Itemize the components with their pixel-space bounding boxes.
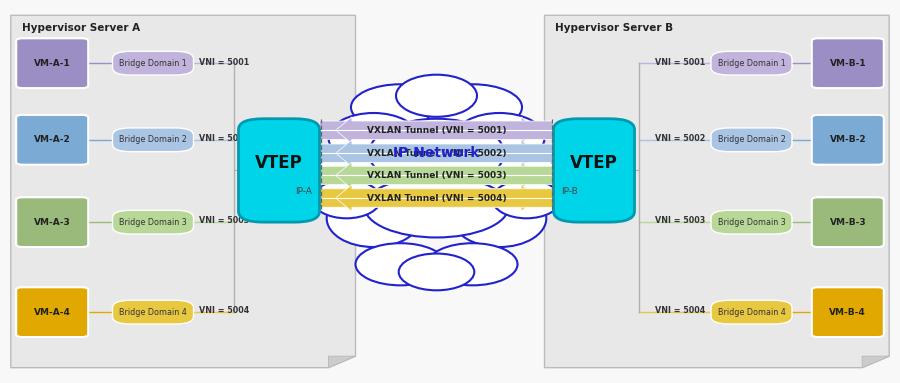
Polygon shape xyxy=(328,356,356,368)
Text: VM-B-3: VM-B-3 xyxy=(830,218,866,227)
Text: Bridge Domain 2: Bridge Domain 2 xyxy=(119,135,187,144)
FancyBboxPatch shape xyxy=(16,287,88,337)
FancyBboxPatch shape xyxy=(711,51,792,75)
FancyBboxPatch shape xyxy=(16,197,88,247)
Text: Bridge Domain 4: Bridge Domain 4 xyxy=(717,308,786,317)
Text: VNI = 5004: VNI = 5004 xyxy=(199,306,249,316)
Ellipse shape xyxy=(312,180,381,218)
Ellipse shape xyxy=(328,113,418,163)
Ellipse shape xyxy=(351,84,450,130)
Ellipse shape xyxy=(423,84,522,130)
Text: Hypervisor Server B: Hypervisor Server B xyxy=(555,23,673,33)
Text: VNI = 5001: VNI = 5001 xyxy=(655,57,706,67)
Ellipse shape xyxy=(474,153,561,199)
Text: Bridge Domain 1: Bridge Domain 1 xyxy=(119,59,187,68)
Ellipse shape xyxy=(356,243,446,285)
Text: Bridge Domain 3: Bridge Domain 3 xyxy=(717,218,786,227)
Text: VNI = 5002: VNI = 5002 xyxy=(655,134,706,143)
Text: IP-A: IP-A xyxy=(295,187,311,196)
FancyBboxPatch shape xyxy=(16,38,88,88)
Polygon shape xyxy=(862,356,889,368)
FancyArrow shape xyxy=(336,185,554,211)
FancyBboxPatch shape xyxy=(711,210,792,234)
Text: VXLAN Tunnel (VNI = 5001): VXLAN Tunnel (VNI = 5001) xyxy=(367,126,506,135)
Polygon shape xyxy=(544,15,889,368)
Ellipse shape xyxy=(399,254,474,290)
Text: VNI = 5002: VNI = 5002 xyxy=(199,134,249,143)
Ellipse shape xyxy=(327,190,420,247)
Ellipse shape xyxy=(312,153,399,199)
FancyBboxPatch shape xyxy=(711,300,792,324)
Ellipse shape xyxy=(454,113,544,163)
Text: VM-A-2: VM-A-2 xyxy=(34,135,70,144)
FancyArrow shape xyxy=(336,140,554,167)
Text: VNI = 5003: VNI = 5003 xyxy=(199,216,249,226)
Ellipse shape xyxy=(369,119,504,188)
FancyBboxPatch shape xyxy=(112,51,194,75)
Ellipse shape xyxy=(364,176,508,237)
FancyBboxPatch shape xyxy=(812,197,884,247)
Text: VM-B-4: VM-B-4 xyxy=(830,308,866,317)
FancyBboxPatch shape xyxy=(112,210,194,234)
Text: VNI = 5001: VNI = 5001 xyxy=(199,57,249,67)
Text: VXLAN Tunnel (VNI = 5003): VXLAN Tunnel (VNI = 5003) xyxy=(367,171,506,180)
FancyArrow shape xyxy=(320,185,537,211)
Text: VM-A-1: VM-A-1 xyxy=(34,59,70,68)
Text: IP Network: IP Network xyxy=(393,146,480,160)
Text: VTEP: VTEP xyxy=(255,154,303,172)
FancyBboxPatch shape xyxy=(812,287,884,337)
FancyBboxPatch shape xyxy=(812,115,884,165)
FancyArrow shape xyxy=(336,162,554,189)
FancyBboxPatch shape xyxy=(812,38,884,88)
FancyBboxPatch shape xyxy=(238,119,320,222)
Polygon shape xyxy=(11,15,356,368)
Text: IP-B: IP-B xyxy=(562,187,578,196)
FancyBboxPatch shape xyxy=(711,128,792,152)
Text: Hypervisor Server A: Hypervisor Server A xyxy=(22,23,140,33)
Text: Bridge Domain 1: Bridge Domain 1 xyxy=(717,59,786,68)
Text: VXLAN Tunnel (VNI = 5004): VXLAN Tunnel (VNI = 5004) xyxy=(366,193,507,203)
Text: Bridge Domain 4: Bridge Domain 4 xyxy=(119,308,187,317)
FancyBboxPatch shape xyxy=(112,300,194,324)
Text: VTEP: VTEP xyxy=(570,154,618,172)
Text: Bridge Domain 3: Bridge Domain 3 xyxy=(119,218,187,227)
Text: VM-B-1: VM-B-1 xyxy=(830,59,866,68)
Text: VNI = 5004: VNI = 5004 xyxy=(655,306,706,316)
Text: VXLAN Tunnel (VNI = 5002): VXLAN Tunnel (VNI = 5002) xyxy=(367,149,506,158)
FancyBboxPatch shape xyxy=(16,115,88,165)
Ellipse shape xyxy=(428,243,518,285)
FancyArrow shape xyxy=(336,117,554,144)
Text: VNI = 5003: VNI = 5003 xyxy=(655,216,706,226)
Text: VM-B-2: VM-B-2 xyxy=(830,135,866,144)
Text: VM-A-4: VM-A-4 xyxy=(34,308,70,317)
FancyArrow shape xyxy=(320,162,537,189)
Ellipse shape xyxy=(492,180,561,218)
FancyBboxPatch shape xyxy=(112,128,194,152)
Text: VM-A-3: VM-A-3 xyxy=(34,218,70,227)
FancyArrow shape xyxy=(320,117,537,144)
Ellipse shape xyxy=(453,190,546,247)
Ellipse shape xyxy=(396,75,477,117)
FancyBboxPatch shape xyxy=(554,119,634,222)
Text: Bridge Domain 2: Bridge Domain 2 xyxy=(717,135,786,144)
FancyArrow shape xyxy=(320,140,537,167)
